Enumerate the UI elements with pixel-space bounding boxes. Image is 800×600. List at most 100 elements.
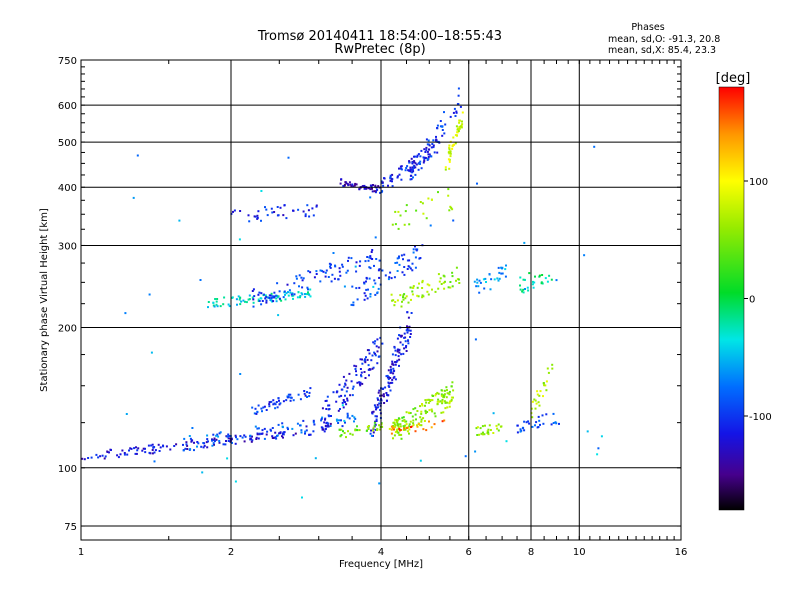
y-tick-label: 100 [58, 464, 77, 475]
scatter-point [368, 349, 370, 352]
scatter-point [358, 429, 361, 432]
scatter-point [275, 294, 278, 297]
scatter-point [519, 430, 522, 433]
scatter-point [410, 298, 412, 301]
scatter-point [402, 296, 404, 299]
scatter-point [329, 425, 332, 427]
scatter-point [538, 404, 541, 407]
scatter-point [282, 400, 285, 403]
scatter-point [451, 271, 454, 274]
scatter-point [434, 415, 437, 418]
scatter-point [319, 269, 322, 272]
scatter-point [340, 419, 342, 422]
scatter-point [268, 403, 271, 406]
scatter-point [488, 424, 491, 427]
scatter-point [412, 408, 415, 411]
scatter-point [429, 400, 432, 403]
scatter-point [390, 293, 393, 296]
scatter-point [279, 206, 282, 209]
scatter-point [272, 300, 275, 303]
scatter-point [476, 434, 479, 436]
scatter-point [455, 266, 458, 269]
scatter-point [373, 342, 376, 345]
scatter-point [434, 290, 437, 293]
scatter-point [285, 399, 288, 402]
scatter-point [377, 287, 380, 290]
scatter-point [253, 295, 256, 298]
scatter-point [375, 420, 378, 422]
scatter-point [523, 241, 526, 244]
x-tick-label: 8 [528, 547, 534, 558]
scatter-point [441, 134, 444, 137]
scatter-point [250, 440, 253, 443]
scatter-point [415, 249, 418, 252]
scatter-point [408, 425, 411, 428]
scatter-point [270, 400, 273, 403]
scatter-point [440, 283, 443, 285]
scatter-point [428, 409, 431, 412]
scatter-point [397, 417, 400, 420]
scatter-point [299, 398, 302, 401]
scatter-point [399, 423, 402, 426]
scatter-point [230, 437, 233, 440]
scatter-point [395, 361, 398, 363]
scatter-point [401, 416, 404, 419]
scatter-point [394, 361, 397, 364]
scatter-point [239, 296, 242, 299]
scatter-point [391, 353, 394, 356]
scatter-point [405, 329, 408, 332]
scatter-point [437, 398, 440, 401]
scatter-point [489, 429, 492, 431]
scatter-point [273, 402, 276, 405]
scatter-point [263, 437, 266, 440]
scatter-point [271, 435, 274, 438]
chart-subtitle: RwPretec (8p) [334, 42, 425, 57]
scatter-point [377, 346, 380, 349]
scatter-point [363, 281, 366, 284]
scatter-point [307, 270, 310, 273]
y-axis-ticks: 75 100 200 300 400 500 600 750 [58, 56, 681, 533]
scatter-point [496, 277, 499, 280]
scatter-point [542, 422, 545, 425]
scatter-point [291, 427, 294, 430]
scatter-point [182, 449, 185, 452]
scatter-point [391, 299, 394, 302]
scatter-point [426, 143, 429, 146]
scatter-point [286, 426, 289, 429]
scatter-point [287, 291, 289, 294]
scatter-point [308, 215, 311, 218]
scatter-point [409, 286, 412, 289]
scatter-point [265, 433, 268, 436]
scatter-point [443, 111, 445, 114]
scatter-point [282, 436, 284, 439]
scatter-point [398, 255, 400, 258]
scatter-point [431, 143, 434, 145]
scatter-point [382, 184, 385, 187]
scatter-point [283, 204, 286, 207]
scatter-point [260, 303, 263, 306]
scatter-point [184, 447, 187, 450]
scatter-point [341, 388, 344, 391]
scatter-point [292, 399, 295, 402]
scatter-point [355, 261, 358, 264]
scatter-point [406, 311, 409, 314]
scatter-point [545, 413, 548, 416]
scatter-point [123, 452, 126, 454]
scatter-point [376, 403, 379, 406]
scatter-point [335, 400, 338, 403]
scatter-point [324, 271, 327, 274]
scatter-point [324, 427, 327, 430]
scatter-point [251, 290, 254, 292]
scatter-point [528, 272, 531, 275]
scatter-point [360, 371, 363, 374]
scatter-point [396, 176, 399, 179]
scatter-point [398, 358, 401, 361]
scatter-point [351, 394, 354, 397]
scatter-point [132, 196, 135, 199]
scatter-point [245, 301, 248, 304]
scatter-point [586, 430, 589, 433]
scatter-point [311, 207, 314, 210]
scatter-point [286, 395, 289, 398]
scatter-point [419, 459, 422, 462]
scatter-point [260, 190, 263, 192]
